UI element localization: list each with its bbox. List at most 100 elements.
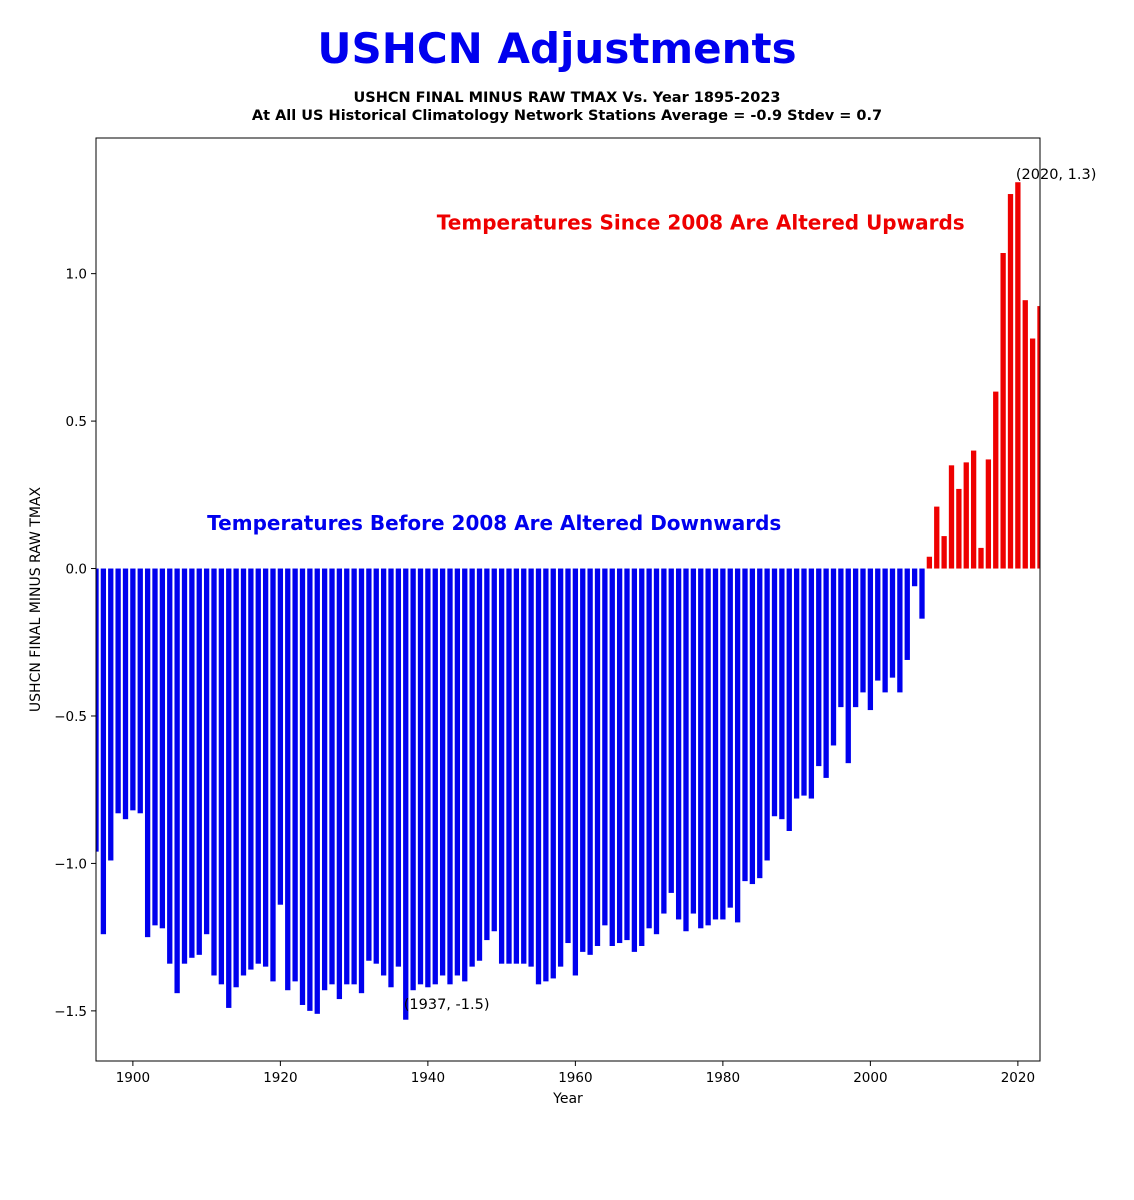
bar-1929	[344, 568, 350, 985]
bar-1973	[668, 568, 674, 893]
bar-1985	[757, 568, 763, 879]
bar-1953	[521, 568, 527, 964]
bar-1944	[454, 568, 461, 976]
bar-1903	[152, 568, 158, 926]
bar-1999	[860, 568, 866, 693]
x-axis-label: Year	[552, 1091, 583, 1107]
bar-1977	[698, 568, 704, 929]
bar-1981	[727, 568, 733, 908]
bar-1931	[358, 568, 365, 994]
bar-1995	[830, 568, 837, 746]
bar-1996	[838, 568, 844, 708]
bar-1908	[189, 568, 195, 958]
bar-1945	[462, 568, 468, 982]
x-axis: 1900 1920 1940 1960 1980 2000 2020	[116, 1061, 1035, 1086]
bar-1940	[425, 568, 431, 988]
bar-1926	[321, 568, 328, 991]
bars-group	[96, 182, 1040, 1020]
bar-1997	[845, 568, 851, 764]
x-tick-label: 1920	[263, 1070, 297, 1086]
bar-1907	[181, 568, 188, 964]
y-tick-label: −1.5	[54, 1004, 87, 1020]
chart-title: USHCN FINAL MINUS RAW TMAX Vs. Year 1895…	[353, 90, 781, 106]
bar-1910	[203, 568, 210, 935]
bar-2022	[1029, 338, 1036, 569]
bar-2014	[970, 450, 977, 569]
bar-1990	[793, 568, 800, 799]
bar-2009	[934, 506, 940, 569]
y-tick-label: −1.0	[54, 856, 87, 872]
bar-1921	[285, 568, 291, 991]
y-axis-label: USHCN FINAL MINUS RAW TMAX	[28, 487, 44, 713]
bar-1969	[639, 568, 645, 946]
bar-2019	[1007, 194, 1014, 569]
point-annotation: (2020, 1.3)	[1016, 167, 1097, 183]
bar-1991	[801, 568, 807, 796]
bar-1934	[380, 568, 387, 976]
bar-1919	[270, 568, 276, 982]
bar-1976	[690, 568, 697, 914]
bar-1984	[749, 568, 756, 885]
bar-2002	[882, 568, 888, 693]
bar-1950	[498, 568, 505, 964]
bar-1980	[720, 568, 726, 920]
bar-1914	[233, 568, 239, 988]
bar-1941	[432, 568, 438, 985]
bar-1933	[373, 568, 379, 964]
bar-1913	[226, 568, 232, 1008]
bar-2018	[1000, 253, 1006, 569]
bar-2015	[978, 547, 984, 569]
page-title: USHCN Adjustments	[317, 24, 797, 73]
plot-frame	[95, 137, 1041, 1062]
x-tick-label: 1960	[558, 1070, 592, 1086]
bar-1966	[616, 568, 623, 944]
bar-1959	[565, 568, 571, 944]
bar-1960	[572, 568, 579, 976]
bar-1898	[115, 568, 121, 814]
bar-1957	[550, 568, 556, 979]
bar-1974	[675, 568, 682, 920]
x-tick-label: 1900	[116, 1070, 150, 1086]
bar-1986	[764, 568, 770, 861]
bar-1916	[248, 568, 254, 970]
bar-1909	[196, 568, 202, 955]
bar-2017	[993, 391, 999, 569]
bar-1971	[653, 568, 660, 935]
bar-1895	[96, 568, 99, 852]
bar-1961	[580, 568, 586, 952]
bar-1948	[484, 568, 490, 941]
y-axis: −1.5 −1.0 −0.5 0.0 0.5 1.0	[54, 267, 96, 1020]
bar-1925	[314, 568, 320, 1014]
bar-2011	[948, 465, 955, 569]
bar-1896	[100, 568, 107, 935]
bar-2010	[941, 536, 947, 569]
bar-1954	[528, 568, 534, 967]
bar-1982	[734, 568, 741, 923]
bar-2016	[985, 459, 992, 569]
bar-1962	[587, 568, 593, 955]
chart-subtitle: At All US Historical Climatology Network…	[251, 108, 883, 124]
y-tick-label: −0.5	[54, 709, 87, 725]
bar-1922	[292, 568, 298, 982]
bar-1936	[395, 568, 402, 967]
x-tick-label: 2000	[853, 1070, 887, 1086]
bar-1992	[808, 568, 815, 799]
bar-1937	[403, 568, 409, 1020]
bar-1993	[816, 568, 822, 767]
bar-1912	[218, 568, 225, 985]
y-tick-label: 0.0	[66, 562, 87, 578]
x-tick-label: 2020	[1001, 1070, 1035, 1086]
bar-1897	[108, 568, 114, 861]
bar-1930	[351, 568, 357, 985]
point-annotation: (1937, -1.5)	[404, 997, 490, 1013]
bar-2004	[897, 568, 903, 693]
bar-1899	[122, 568, 129, 820]
bar-1924	[307, 568, 313, 1011]
bar-1911	[211, 568, 217, 976]
bar-1946	[469, 568, 475, 967]
bar-1949	[491, 568, 497, 932]
bar-1902	[144, 568, 151, 938]
x-tick-label: 1940	[411, 1070, 445, 1086]
bar-1935	[388, 568, 394, 988]
bar-1918	[262, 568, 269, 967]
